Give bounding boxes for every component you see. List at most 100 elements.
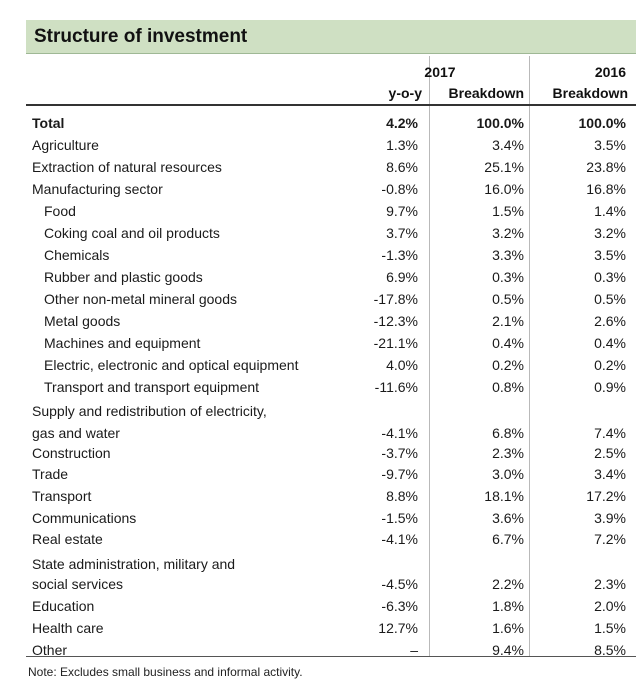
table-row: Education -6.3% 1.8% 2.0% bbox=[0, 598, 640, 618]
breakdown-2017-value: 6.8% bbox=[492, 425, 524, 441]
yoy-value: -21.1% bbox=[373, 335, 418, 351]
breakdown-2017-value: 18.1% bbox=[484, 488, 524, 504]
breakdown-2016-value: 2.6% bbox=[594, 313, 626, 329]
breakdown-2016-value: 0.4% bbox=[594, 335, 626, 351]
row-label: Rubber and plastic goods bbox=[44, 269, 203, 285]
yoy-value: 8.8% bbox=[386, 488, 418, 504]
header-year-2016: 2016 bbox=[594, 64, 626, 80]
row-label: gas and water bbox=[32, 425, 120, 441]
row-label: Manufacturing sector bbox=[32, 181, 163, 197]
header-breakdown-2016: Breakdown bbox=[552, 85, 628, 101]
row-label: Electric, electronic and optical equipme… bbox=[44, 357, 299, 373]
table-row: Other non-metal mineral goods -17.8% 0.5% 0… bbox=[0, 291, 640, 311]
breakdown-2017-value: 1.5% bbox=[492, 203, 524, 219]
table-row: Metal goods -12.3% 2.1% 2.6% bbox=[0, 313, 640, 333]
yoy-value: 9.7% bbox=[386, 203, 418, 219]
breakdown-2017-value: 0.4% bbox=[492, 335, 524, 351]
breakdown-2017-value: 3.2% bbox=[492, 225, 524, 241]
yoy-value: 4.0% bbox=[386, 357, 418, 373]
breakdown-2016-value: 3.5% bbox=[594, 247, 626, 263]
header-year-2017: 2017 bbox=[424, 64, 456, 80]
header-rule bbox=[26, 104, 636, 106]
breakdown-2017-value: 2.2% bbox=[492, 576, 524, 592]
table-row: Health care 12.7% 1.6% 1.5% bbox=[0, 620, 640, 640]
table-row: Other – 9.4% 8.5% bbox=[0, 642, 640, 662]
yoy-value: -1.3% bbox=[381, 247, 418, 263]
row-label: Communications bbox=[32, 510, 137, 526]
row-label: Real estate bbox=[32, 531, 103, 547]
breakdown-2017-value: 0.5% bbox=[492, 291, 524, 307]
breakdown-2016-value: 0.2% bbox=[594, 357, 626, 373]
breakdown-2016-value: 2.5% bbox=[594, 445, 626, 461]
breakdown-2017-value: 25.1% bbox=[484, 159, 524, 175]
yoy-value: -4.5% bbox=[381, 576, 418, 592]
breakdown-2017-value: 0.3% bbox=[492, 269, 524, 285]
header-yoy: y-o-y bbox=[388, 85, 422, 101]
table-row: gas and water -4.1% 6.8% 7.4% bbox=[0, 425, 640, 445]
row-label: Food bbox=[44, 203, 76, 219]
row-label: Other non-metal mineral goods bbox=[44, 291, 237, 307]
table-row: Electric, electronic and optical equipme… bbox=[0, 357, 640, 377]
row-label: Total bbox=[32, 115, 65, 131]
yoy-value: -4.1% bbox=[381, 531, 418, 547]
table-row: Coking coal and oil products 3.7% 3.2% 3.2% bbox=[0, 225, 640, 245]
yoy-value: 4.2% bbox=[386, 115, 418, 131]
yoy-value: 3.7% bbox=[386, 225, 418, 241]
row-label: Machines and equipment bbox=[44, 335, 201, 351]
breakdown-2017-value: 16.0% bbox=[484, 181, 524, 197]
row-label: Coking coal and oil products bbox=[44, 225, 220, 241]
breakdown-2017-value: 3.0% bbox=[492, 466, 524, 482]
breakdown-2016-value: 8.5% bbox=[594, 642, 626, 658]
column-divider bbox=[429, 56, 430, 656]
breakdown-2016-value: 16.8% bbox=[586, 181, 626, 197]
breakdown-2017-value: 0.8% bbox=[492, 379, 524, 395]
breakdown-2017-value: 6.7% bbox=[492, 531, 524, 547]
yoy-value: – bbox=[410, 642, 418, 658]
yoy-value: -9.7% bbox=[381, 466, 418, 482]
row-label: Transport bbox=[32, 488, 92, 504]
yoy-value: -12.3% bbox=[373, 313, 418, 329]
breakdown-2016-value: 2.0% bbox=[594, 598, 626, 614]
breakdown-2017-value: 9.4% bbox=[492, 642, 524, 658]
row-label: Education bbox=[32, 598, 95, 614]
table-row: Communications -1.5% 3.6% 3.9% bbox=[0, 510, 640, 530]
yoy-value: 6.9% bbox=[386, 269, 418, 285]
breakdown-2017-value: 3.3% bbox=[492, 247, 524, 263]
yoy-value: -17.8% bbox=[373, 291, 418, 307]
yoy-value: 8.6% bbox=[386, 159, 418, 175]
table-row: Construction -3.7% 2.3% 2.5% bbox=[0, 445, 640, 465]
breakdown-2017-value: 2.3% bbox=[492, 445, 524, 461]
title-bar: Structure of investment bbox=[26, 20, 636, 54]
row-label: State administration, military and bbox=[32, 556, 236, 572]
yoy-value: 1.3% bbox=[386, 137, 418, 153]
table-row: Total 4.2% 100.0% 100.0% bbox=[0, 115, 640, 135]
breakdown-2016-value: 3.4% bbox=[594, 466, 626, 482]
table-row: State administration, military and bbox=[0, 556, 640, 576]
yoy-value: 12.7% bbox=[378, 620, 418, 636]
table-row: Machines and equipment -21.1% 0.4% 0.4% bbox=[0, 335, 640, 355]
breakdown-2016-value: 0.5% bbox=[594, 291, 626, 307]
breakdown-2016-value: 3.9% bbox=[594, 510, 626, 526]
table-row: social services -4.5% 2.2% 2.3% bbox=[0, 576, 640, 596]
table-row: Agriculture 1.3% 3.4% 3.5% bbox=[0, 137, 640, 157]
table-row: Supply and redistribution of electricity… bbox=[0, 403, 640, 423]
breakdown-2016-value: 7.2% bbox=[594, 531, 626, 547]
breakdown-2016-value: 1.4% bbox=[594, 203, 626, 219]
table-row: Trade -9.7% 3.0% 3.4% bbox=[0, 466, 640, 486]
breakdown-2016-value: 7.4% bbox=[594, 425, 626, 441]
breakdown-2017-value: 3.6% bbox=[492, 510, 524, 526]
breakdown-2016-value: 0.9% bbox=[594, 379, 626, 395]
row-label: Chemicals bbox=[44, 247, 110, 263]
row-label: Agriculture bbox=[32, 137, 99, 153]
breakdown-2017-value: 1.6% bbox=[492, 620, 524, 636]
breakdown-2016-value: 3.5% bbox=[594, 137, 626, 153]
table-row: Extraction of natural resources 8.6% 25.1%… bbox=[0, 159, 640, 179]
breakdown-2016-value: 17.2% bbox=[586, 488, 626, 504]
breakdown-2017-value: 0.2% bbox=[492, 357, 524, 373]
breakdown-2016-value: 0.3% bbox=[594, 269, 626, 285]
row-label: Transport and transport equipment bbox=[44, 379, 260, 395]
breakdown-2016-value: 3.2% bbox=[594, 225, 626, 241]
breakdown-2017-value: 2.1% bbox=[492, 313, 524, 329]
breakdown-2016-value: 2.3% bbox=[594, 576, 626, 592]
